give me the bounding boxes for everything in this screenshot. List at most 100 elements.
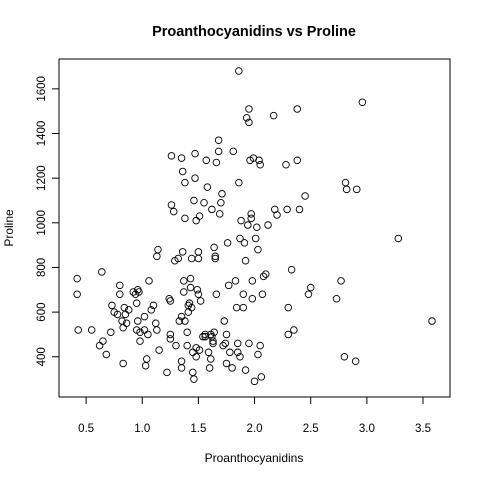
x-axis-label: Proanthocyanidins: [205, 451, 304, 465]
data-point: [191, 376, 198, 383]
x-tick-label: 0.5: [78, 423, 94, 435]
data-point: [195, 291, 202, 298]
plot-area-border: [59, 59, 450, 397]
data-point: [145, 331, 152, 338]
x-tick-label: 3.0: [359, 423, 375, 435]
data-point: [216, 211, 223, 218]
data-point: [181, 278, 188, 285]
data-point: [191, 197, 198, 204]
data-point: [194, 286, 201, 293]
data-point: [258, 374, 265, 381]
data-point: [342, 179, 349, 186]
data-point: [223, 331, 230, 338]
data-point: [197, 298, 204, 305]
data-points: [74, 68, 435, 385]
data-point: [141, 313, 148, 320]
data-point: [259, 291, 266, 298]
data-point: [137, 338, 144, 345]
data-point: [184, 329, 191, 336]
data-point: [122, 311, 129, 318]
data-point: [232, 278, 239, 285]
data-point: [179, 249, 186, 256]
y-tick-label: 400: [36, 347, 48, 366]
data-point: [205, 349, 212, 356]
data-point: [359, 99, 366, 106]
data-point: [224, 240, 231, 247]
data-point: [179, 168, 186, 175]
data-point: [120, 324, 127, 331]
data-point: [209, 206, 216, 213]
data-point: [246, 340, 253, 347]
data-point: [170, 208, 177, 215]
data-point: [142, 362, 149, 369]
data-point: [429, 318, 436, 325]
data-point: [343, 186, 350, 193]
data-point: [211, 244, 218, 251]
data-point: [156, 347, 163, 354]
data-point: [182, 179, 189, 186]
data-point: [167, 298, 174, 305]
data-point: [109, 302, 116, 309]
data-point: [236, 179, 243, 186]
data-point: [204, 184, 211, 191]
data-point: [187, 284, 194, 291]
data-point: [189, 369, 196, 376]
data-point: [219, 190, 226, 197]
data-point: [294, 106, 301, 113]
data-point: [188, 255, 195, 262]
data-point: [193, 217, 200, 224]
x-tick-label: 3.5: [415, 423, 431, 435]
data-point: [196, 213, 203, 220]
data-point: [96, 342, 103, 349]
data-point: [245, 222, 252, 229]
data-point: [178, 365, 185, 372]
data-point: [333, 295, 340, 302]
data-point: [227, 349, 234, 356]
data-point: [296, 206, 303, 213]
x-tick-label: 2.0: [247, 423, 263, 435]
data-point: [154, 327, 161, 334]
data-point: [168, 153, 175, 160]
data-point: [221, 318, 228, 325]
data-point: [234, 340, 241, 347]
data-point: [206, 365, 213, 372]
data-point: [99, 269, 106, 276]
y-tick-label: 600: [36, 303, 48, 322]
data-point: [255, 351, 262, 358]
data-point: [187, 275, 194, 282]
data-point: [265, 222, 272, 229]
data-point: [285, 304, 292, 311]
data-point: [134, 318, 141, 325]
data-point: [294, 157, 301, 164]
data-point: [236, 68, 243, 75]
data-point: [284, 206, 291, 213]
data-point: [103, 351, 110, 358]
data-point: [181, 289, 188, 296]
data-point: [120, 360, 127, 367]
data-point: [288, 266, 295, 273]
data-point: [195, 255, 202, 262]
data-point: [240, 304, 247, 311]
data-point: [242, 257, 249, 264]
data-point: [240, 291, 247, 298]
data-point: [241, 240, 248, 247]
data-point: [154, 253, 161, 260]
data-point: [213, 159, 220, 166]
data-point: [283, 161, 290, 168]
data-point: [201, 199, 208, 206]
data-point: [152, 320, 159, 327]
x-tick-label: 2.5: [303, 423, 319, 435]
data-point: [155, 246, 162, 253]
data-point: [225, 282, 232, 289]
data-point: [307, 284, 314, 291]
data-point: [233, 304, 240, 311]
y-tick-label: 1000: [36, 210, 48, 236]
data-point: [395, 235, 402, 242]
data-point: [173, 342, 180, 349]
data-point: [74, 291, 81, 298]
data-point: [108, 329, 115, 336]
x-tick-label: 1.5: [190, 423, 206, 435]
data-point: [100, 338, 107, 345]
data-point: [192, 150, 199, 157]
